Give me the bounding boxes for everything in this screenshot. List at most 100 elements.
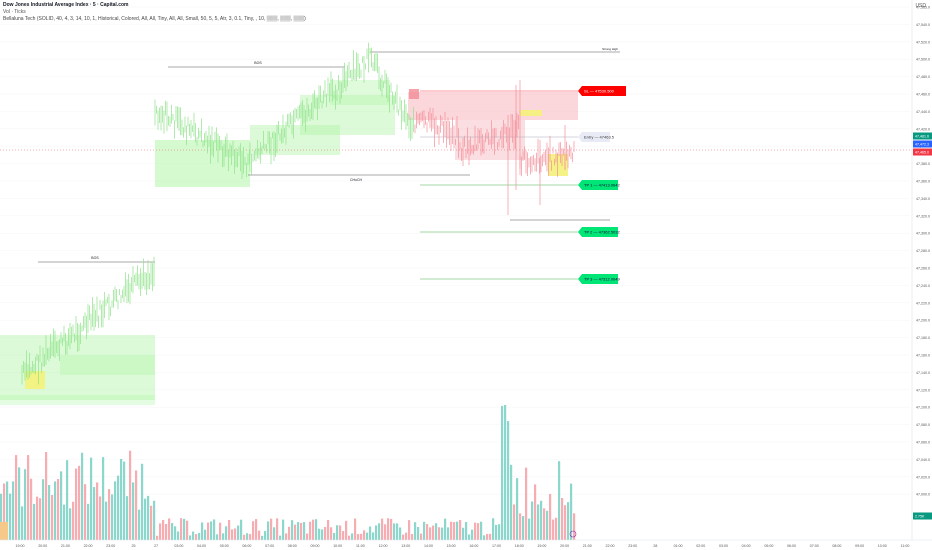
- volume-bar: [402, 534, 405, 540]
- volume-bar: [72, 501, 75, 540]
- trend-band: [330, 80, 390, 105]
- volume-bar: [420, 533, 423, 540]
- volume-bar: [177, 531, 180, 540]
- volume-bar: [507, 421, 510, 540]
- volume-bar: [186, 520, 189, 540]
- volume-bar: [513, 504, 516, 540]
- time-tick-label: 20:00: [560, 544, 569, 548]
- volume-bar: [114, 481, 117, 540]
- currency-label[interactable]: USD: [915, 3, 926, 9]
- price-tick-label: 47,320.0: [916, 214, 930, 218]
- volume-bar: [519, 513, 522, 540]
- volume-bar: [108, 489, 111, 540]
- symbol-title[interactable]: Dow Jones Industrial Average Index · 5 ·…: [3, 2, 129, 8]
- time-tick-label: 19:00: [16, 544, 25, 548]
- time-tick-label: 09:00: [311, 544, 320, 548]
- price-tick-label: 47,140.0: [916, 371, 930, 375]
- time-tick-label: 22:00: [84, 544, 93, 548]
- volume-bar: [213, 519, 216, 540]
- volume-bar: [525, 467, 528, 540]
- volume-bar-highlight: [0, 522, 8, 540]
- volume-bar: [552, 519, 555, 540]
- volume-bar: [303, 522, 306, 540]
- event-marker: [569, 530, 577, 538]
- time-tick-label: 14:00: [424, 544, 433, 548]
- volume-legend[interactable]: Vol · Ticks: [3, 9, 26, 15]
- price-tick-label: 47,280.0: [916, 249, 930, 253]
- time-tick-label: 07:00: [810, 544, 819, 548]
- volume-bar: [327, 519, 330, 540]
- volume-bar: [354, 518, 357, 540]
- volume-bar: [252, 521, 255, 540]
- indicator-legend[interactable]: Bellaluna Tech (SOLID, 40, 4, 3, 14, 10,…: [3, 16, 306, 22]
- time-tick-label: 05:00: [764, 544, 773, 548]
- volume-bar: [135, 470, 138, 540]
- volume-bar: [390, 518, 393, 540]
- time-tick-label: 13:00: [401, 544, 410, 548]
- strong-high-label: Strong High: [602, 47, 618, 51]
- price-marker-label: 47,481.6: [915, 135, 929, 139]
- volume-bar: [96, 482, 99, 540]
- volume-bar: [489, 533, 492, 540]
- volume-bar: [495, 524, 498, 540]
- volume-bar: [144, 498, 147, 540]
- fvg-zone: [520, 110, 542, 116]
- volume-bar: [558, 461, 561, 540]
- volume-bar: [483, 535, 486, 540]
- volume-bar: [3, 483, 6, 540]
- volume-bar: [384, 524, 387, 540]
- volume-bar: [231, 529, 234, 540]
- volume-bar: [432, 525, 435, 540]
- time-tick-label: 02:00: [696, 544, 705, 548]
- volume-bar: [147, 495, 150, 540]
- volume-bar: [39, 498, 42, 540]
- time-tick-label: 09:00: [855, 544, 864, 548]
- volume-bar: [78, 465, 81, 540]
- price-tick-label: 47,080.0: [916, 423, 930, 427]
- volume-bar: [51, 495, 54, 540]
- volume-bar: [60, 471, 63, 540]
- choch-label: CHoCH: [350, 178, 363, 182]
- price-marker-bg: [913, 132, 932, 140]
- price-tick-label: 47,040.0: [916, 458, 930, 462]
- trend-band: [0, 395, 155, 405]
- time-tick-label: 12:00: [379, 544, 388, 548]
- volume-bar: [225, 526, 228, 540]
- volume-bar: [486, 533, 489, 540]
- volume-bar: [333, 532, 336, 540]
- volume-bar: [249, 534, 252, 540]
- volume-bar: [228, 519, 231, 540]
- volume-bar: [69, 508, 72, 540]
- volume-bar: [456, 521, 459, 540]
- volume-bar: [492, 518, 495, 540]
- volume-bar: [435, 523, 438, 540]
- volume-bar: [459, 520, 462, 540]
- volume-bar: [27, 455, 30, 540]
- volume-bar: [21, 506, 24, 540]
- price-tick-label: 47,100.0: [916, 406, 930, 410]
- volume-bar: [195, 534, 198, 540]
- volume-bar: [93, 487, 96, 540]
- volume-bar: [453, 522, 456, 540]
- volume-bar: [414, 522, 417, 540]
- volume-bar: [0, 493, 3, 540]
- volume-bar: [315, 519, 318, 540]
- time-tick-label: 15:00: [447, 544, 456, 548]
- volume-bar: [234, 528, 237, 540]
- volume-bar: [105, 501, 108, 540]
- volume-bar: [90, 457, 93, 540]
- volume-bar: [33, 503, 36, 540]
- bos-label-top: BOS: [254, 61, 262, 65]
- time-tick-label: 11:00: [901, 544, 910, 548]
- volume-bar: [351, 533, 354, 540]
- volume-bar: [75, 468, 78, 540]
- price-tick-label: 47,500.0: [916, 58, 930, 62]
- trend-band: [60, 355, 155, 375]
- time-tick-label: 22:00: [606, 544, 615, 548]
- volume-bar: [261, 535, 264, 540]
- price-tick-label: 47,565.0: [916, 6, 930, 10]
- volume-bar: [168, 518, 171, 540]
- volume-bar: [219, 522, 222, 540]
